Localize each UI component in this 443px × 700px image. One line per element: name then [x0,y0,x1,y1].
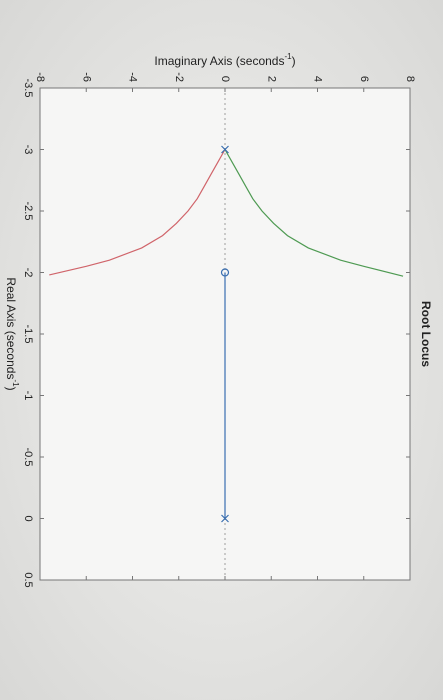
y-tick-label: -8 [34,72,46,82]
x-tick-label: 0.5 [22,572,34,587]
y-axis-label-text: Imaginary Axis (seconds [154,54,284,68]
y-tick-label: 8 [404,76,416,82]
x-axis-label-sup: -1 [11,379,20,387]
x-tick-label: -3 [22,145,34,155]
y-tick-label: -2 [173,72,185,82]
pole-marker [221,514,229,523]
y-axis-label-end: ) [292,54,296,68]
x-tick-label: -1 [22,391,34,401]
x-axis-label-end: ) [4,387,18,391]
x-tick-label: -2 [22,268,34,278]
y-tick-label: -4 [127,72,139,82]
x-tick-label: -0.5 [22,448,34,467]
locus-branch [224,149,404,277]
y-tick-label: 6 [358,76,370,82]
locus-branch [49,149,226,276]
zero-marker [220,268,230,277]
pole-marker [221,145,229,154]
x-tick-label: -1.5 [22,325,34,344]
y-axis-label-sup: -1 [284,52,292,61]
x-axis-label: Real Axis (seconds-1) [4,277,20,390]
x-tick-label: -3.5 [22,79,34,98]
y-tick-label: 0 [219,76,231,82]
y-tick-label: 4 [312,76,324,82]
x-axis-label-text: Real Axis (seconds [4,277,18,379]
chart-title: Root Locus [419,301,433,367]
y-tick-label: -6 [80,72,92,82]
x-tick-label: 0 [22,515,34,521]
y-tick-label: 2 [265,76,277,82]
x-tick-label: -2.5 [22,202,34,221]
rotated-plot: Root Locus -3.5 -3 -2.5 -2 -1.5 -1 -0.5 0 0.5 -8 -… [4,52,433,588]
y-axis-label: Imaginary Axis (seconds-1) [154,52,295,68]
